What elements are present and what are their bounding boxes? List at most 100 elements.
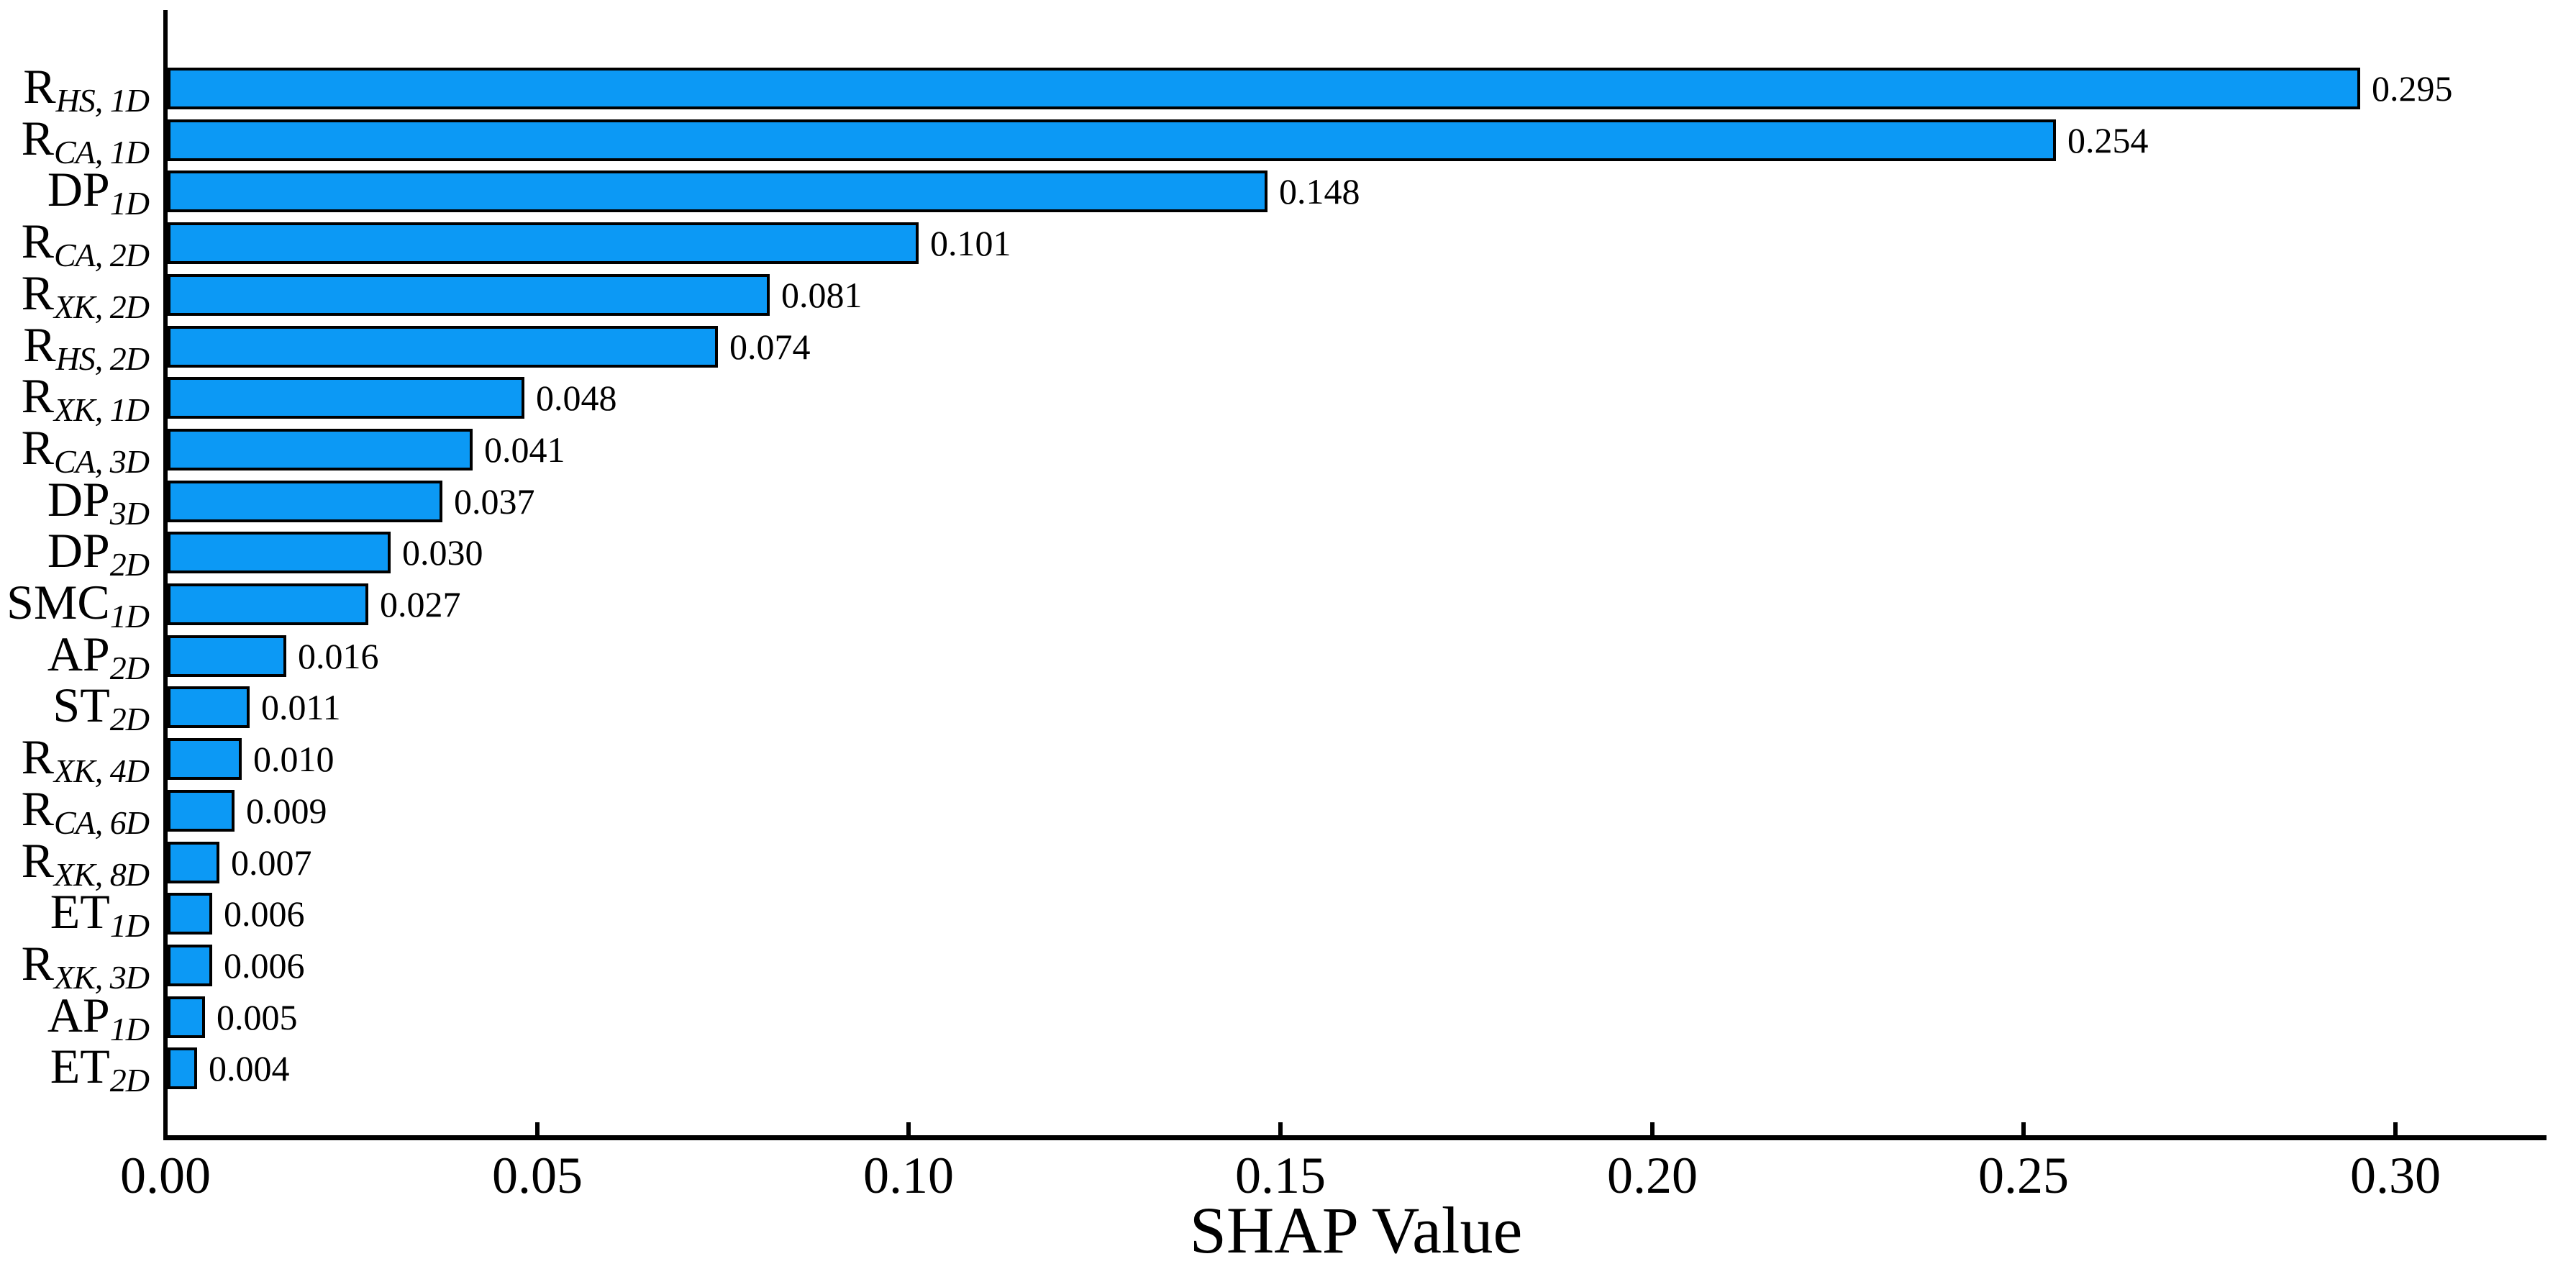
bar-value-label: 0.295 <box>2372 68 2453 109</box>
category-subscript-text: 2D <box>109 1062 150 1099</box>
category-subscript-text: XK, 3D <box>54 959 150 996</box>
y-axis-category-label: ET1D <box>0 884 150 944</box>
y-axis-category-label: RXK, 3D <box>0 936 150 996</box>
x-axis-tick-label: 0.25 <box>1978 1147 2069 1204</box>
y-axis-line <box>163 10 168 1140</box>
bar-value-label: 0.254 <box>2067 120 2149 160</box>
bar <box>168 583 368 625</box>
x-axis-tick-label: 0.30 <box>2350 1147 2441 1204</box>
bar-value-label: 0.004 <box>209 1048 290 1088</box>
y-axis-category-label: RXK, 4D <box>0 729 150 789</box>
category-base-text: R <box>21 729 54 784</box>
category-base-text: R <box>21 936 54 991</box>
y-axis-category-label: RHS, 2D <box>0 317 150 377</box>
category-base-text: R <box>21 833 54 888</box>
category-subscript-text: XK, 8D <box>54 856 150 893</box>
x-axis-tick <box>2393 1122 2398 1135</box>
bar <box>168 893 212 935</box>
bar-value-label: 0.006 <box>224 894 305 934</box>
bar-value-label: 0.148 <box>1279 171 1360 212</box>
category-base-text: ET <box>50 884 110 939</box>
bar-value-label: 0.030 <box>402 532 483 573</box>
y-axis-category-label: ET2D <box>0 1040 150 1099</box>
x-axis-tick <box>906 1122 911 1135</box>
category-base-text: DP <box>47 523 110 578</box>
bar-value-label: 0.011 <box>261 687 341 727</box>
y-axis-category-label: SMC1D <box>0 576 150 635</box>
bar <box>168 738 242 780</box>
y-axis-category-label: RCA, 2D <box>0 214 150 273</box>
bar <box>168 222 919 264</box>
bar-value-label: 0.074 <box>729 327 811 367</box>
category-base-text: ST <box>53 678 110 732</box>
x-axis-tick-label: 0.00 <box>120 1147 211 1204</box>
y-axis-category-label: DP2D <box>0 523 150 583</box>
y-axis-category-label: RCA, 6D <box>0 782 150 841</box>
x-axis-tick-label: 0.15 <box>1235 1147 1326 1204</box>
bar-value-label: 0.081 <box>781 275 863 315</box>
bar <box>168 68 2360 109</box>
bar <box>168 790 235 832</box>
category-subscript-text: HS, 2D <box>55 340 150 377</box>
bar <box>168 996 205 1038</box>
category-base-text: R <box>21 420 54 475</box>
category-base-text: AP <box>47 627 110 681</box>
y-axis-category-label: AP2D <box>0 627 150 686</box>
x-axis-tick <box>535 1122 540 1135</box>
bar <box>168 481 442 522</box>
y-axis-category-label: RXK, 2D <box>0 265 150 325</box>
category-base-text: R <box>21 368 54 423</box>
category-subscript-text: 3D <box>109 495 150 532</box>
bar <box>168 1047 197 1089</box>
x-axis-tick <box>1650 1122 1655 1135</box>
x-axis-title: SHAP Value <box>1189 1193 1523 1264</box>
category-subscript-text: CA, 1D <box>54 134 150 170</box>
category-base-text: DP <box>47 162 110 217</box>
bar <box>168 945 212 986</box>
x-axis-line <box>163 1135 2547 1140</box>
category-subscript-text: XK, 4D <box>54 753 150 789</box>
y-axis-category-label: RXK, 1D <box>0 368 150 428</box>
y-axis-category-label: AP1D <box>0 988 150 1047</box>
category-base-text: R <box>23 59 56 114</box>
category-subscript-text: 1D <box>109 185 150 222</box>
x-axis-tick-label: 0.10 <box>863 1147 954 1204</box>
category-subscript-text: XK, 1D <box>54 391 150 428</box>
bar-value-label: 0.005 <box>217 997 298 1037</box>
bar-value-label: 0.048 <box>536 378 617 418</box>
x-axis-tick <box>163 1122 168 1135</box>
category-subscript-text: CA, 3D <box>54 443 150 480</box>
bar <box>168 170 1267 212</box>
x-axis-tick <box>2021 1122 2026 1135</box>
category-base-text: R <box>21 265 54 320</box>
bar-value-label: 0.010 <box>253 739 334 779</box>
category-subscript-text: 1D <box>109 598 150 635</box>
bar <box>168 635 286 677</box>
bar <box>168 119 2056 161</box>
category-subscript-text: HS, 1D <box>55 82 150 119</box>
x-axis-tick-label: 0.20 <box>1607 1147 1698 1204</box>
category-base-text: R <box>23 317 56 372</box>
bar <box>168 532 391 573</box>
y-axis-category-label: RXK, 8D <box>0 833 150 893</box>
category-base-text: R <box>21 214 54 268</box>
bar <box>168 377 524 419</box>
category-subscript-text: XK, 2D <box>54 288 150 325</box>
bar <box>168 326 718 368</box>
category-subscript-text: CA, 6D <box>54 804 150 841</box>
bar <box>168 686 250 728</box>
bar-value-label: 0.041 <box>484 429 565 470</box>
category-base-text: DP <box>47 472 110 527</box>
category-subscript-text: 1D <box>109 907 150 944</box>
bar-value-label: 0.101 <box>930 223 1011 263</box>
bar <box>168 842 219 883</box>
bar-value-label: 0.007 <box>231 842 312 883</box>
bar-value-label: 0.016 <box>298 636 379 676</box>
category-subscript-text: 2D <box>109 650 150 686</box>
y-axis-category-label: RCA, 3D <box>0 420 150 480</box>
bar <box>168 429 473 470</box>
x-axis-tick <box>1278 1122 1283 1135</box>
y-axis-category-label: ST2D <box>0 678 150 737</box>
category-subscript-text: 2D <box>109 546 150 583</box>
